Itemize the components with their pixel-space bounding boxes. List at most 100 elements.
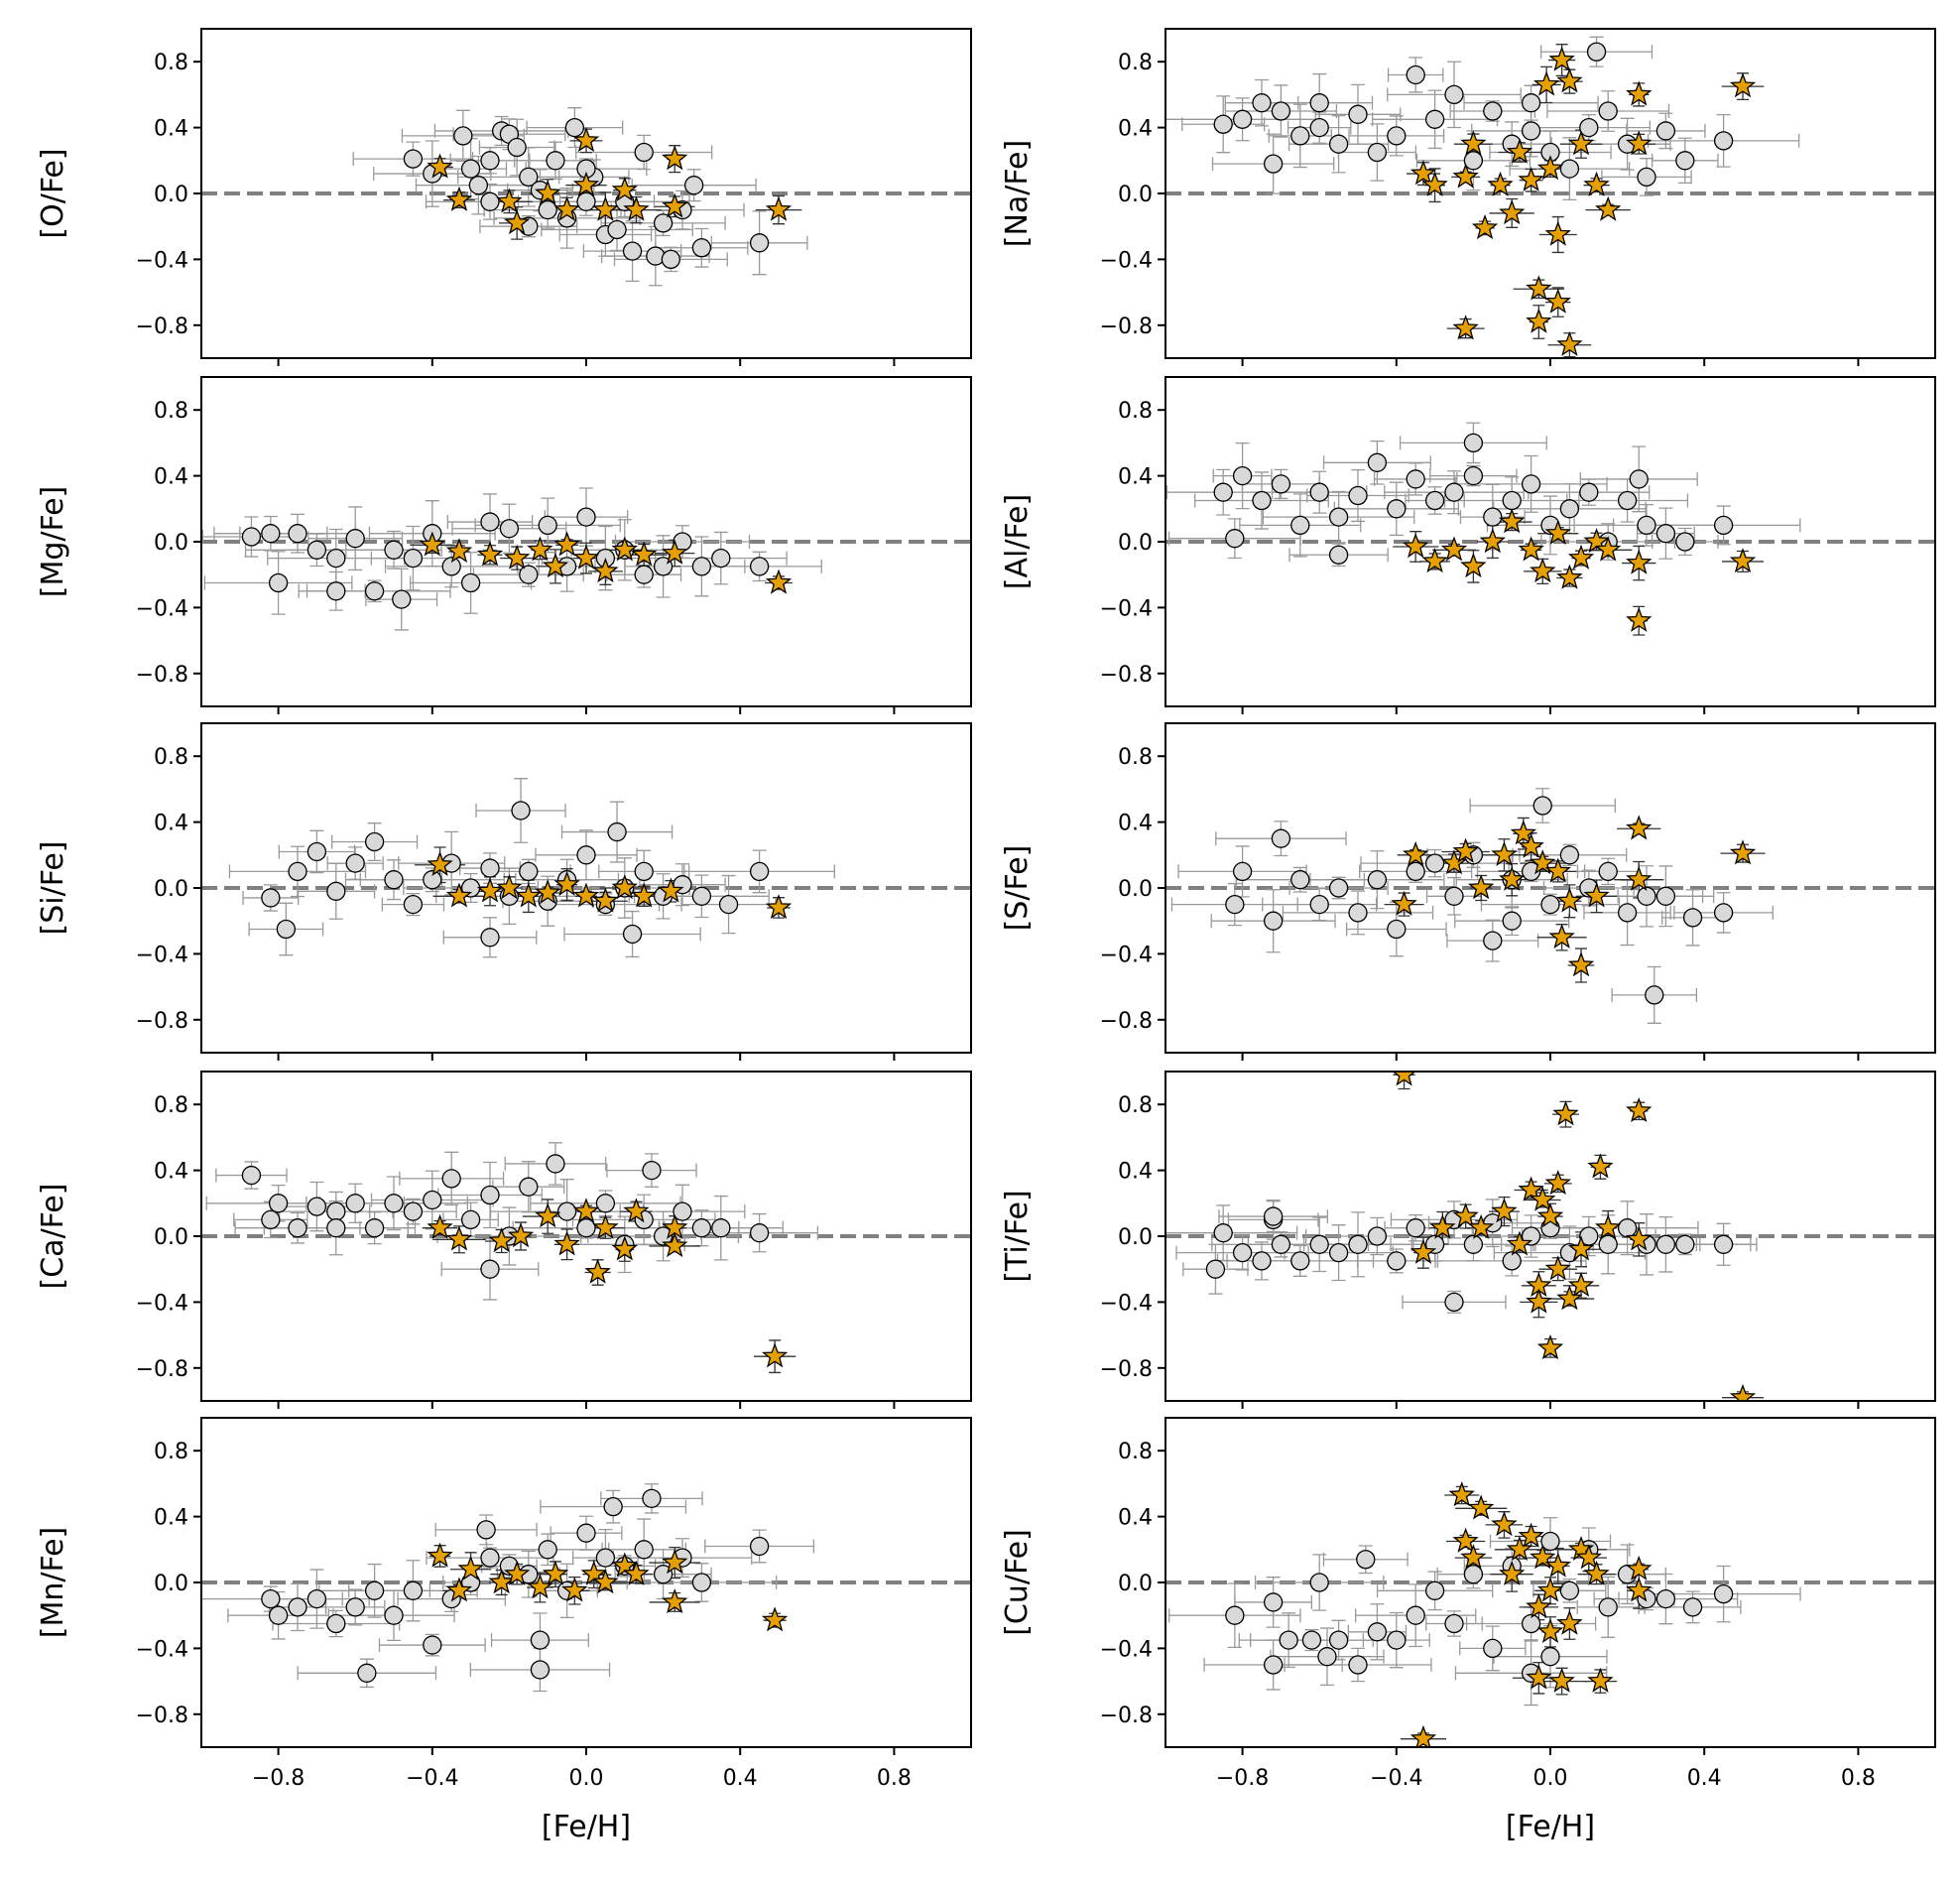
data-point-circle (345, 1597, 365, 1617)
data-point-circle (683, 176, 704, 195)
data-point-star (1452, 1527, 1479, 1553)
data-point-circle (403, 548, 424, 568)
data-point-circle (1213, 1223, 1233, 1243)
data-point-circle (1290, 126, 1310, 146)
data-point-circle (1348, 104, 1368, 124)
data-point-circle (423, 1635, 442, 1655)
data-point-star (1544, 1170, 1571, 1196)
y-tick-label: −0.4 (1100, 1637, 1153, 1662)
y-tick-label: 0.0 (154, 877, 188, 902)
data-point-star (553, 1230, 580, 1256)
data-point-star (1460, 130, 1487, 156)
data-point-star (1544, 1255, 1571, 1281)
data-point-circle (1655, 1234, 1676, 1254)
y-tick-label: 0.0 (1118, 531, 1153, 556)
x-tick-label: 0.8 (877, 1766, 912, 1791)
data-point-circle (1637, 167, 1656, 188)
data-point-star (761, 1342, 789, 1368)
data-point-circle (364, 1218, 385, 1238)
y-tick-label: −0.8 (136, 315, 188, 339)
data-point-star (445, 1225, 473, 1251)
data-point-star (1552, 1100, 1579, 1126)
data-point-star (457, 1555, 484, 1580)
data-point-circle (538, 199, 557, 220)
data-point-star (1626, 1225, 1653, 1251)
data-point-star (507, 1222, 535, 1248)
data-point-star (1556, 1285, 1583, 1311)
data-point-star (427, 153, 453, 179)
data-point-circle (1483, 931, 1503, 950)
y-tick-label: 0.8 (1118, 1093, 1153, 1118)
data-point-star (1626, 1096, 1653, 1123)
y-tick-label: −0.8 (1100, 1009, 1153, 1034)
data-point-star (445, 538, 473, 564)
data-point-circle (576, 1218, 596, 1238)
data-point-star (1452, 1202, 1479, 1228)
y-axis-label: [Mg/Fe] (36, 486, 70, 598)
data-point-circle (423, 1190, 442, 1210)
data-point-star (527, 536, 553, 562)
data-point-circle (1232, 109, 1253, 129)
data-point-circle (653, 213, 674, 233)
data-point-circle (1271, 1234, 1291, 1254)
data-point-star (1506, 138, 1533, 164)
data-point-star (535, 1202, 561, 1228)
data-point-circle (691, 1573, 712, 1592)
data-point-circle (661, 249, 681, 270)
data-point-star (623, 1198, 650, 1223)
y-tick-label: 0.0 (154, 1572, 188, 1596)
data-point-circle (1387, 1251, 1407, 1271)
data-point-circle (288, 1597, 307, 1617)
y-axis-label: [Cu/Fe] (1000, 1529, 1035, 1636)
data-point-circle (1263, 1655, 1284, 1675)
data-point-star (1452, 315, 1479, 340)
data-point-circle (1617, 1218, 1638, 1238)
data-point-circle (1271, 474, 1291, 494)
data-point-star (488, 1569, 515, 1594)
data-point-star (1567, 130, 1595, 156)
data-point-circle (1532, 796, 1552, 816)
data-point-circle (1252, 93, 1272, 113)
data-point-circle (384, 1194, 404, 1213)
data-point-circle (364, 581, 385, 601)
data-point-star (1467, 1213, 1495, 1239)
data-point-star (1518, 536, 1544, 562)
data-point-circle (480, 191, 500, 211)
data-point-circle (480, 928, 500, 948)
data-point-star (1518, 166, 1544, 191)
y-tick-label: 0.4 (154, 117, 188, 142)
data-point-circle (326, 581, 346, 601)
panel-tife: 0.8 0.4 0.0 −0.4 −0.8 [Ti/Fe] (1000, 1071, 1936, 1409)
data-point-circle (1406, 1605, 1425, 1625)
data-point-star (1595, 195, 1622, 221)
data-point-star (1510, 820, 1537, 845)
data-point-circle (326, 1218, 346, 1238)
data-point-circle (1655, 1588, 1676, 1609)
data-point-circle (1645, 985, 1664, 1005)
data-point-circle (306, 841, 327, 862)
data-point-star (572, 171, 600, 196)
data-point-circle (1424, 1580, 1445, 1600)
data-point-circle (1301, 1630, 1322, 1650)
data-point-star (488, 1227, 515, 1253)
data-point-star (1729, 1383, 1757, 1401)
data-point-star (1548, 1667, 1575, 1693)
data-point-star (496, 188, 523, 213)
data-point-circle (1559, 499, 1580, 519)
data-point-circle (634, 861, 654, 882)
x-axis-label: [Fe/H] (542, 1810, 631, 1844)
data-point-star (1556, 1609, 1583, 1635)
data-point-star (1530, 1544, 1556, 1570)
data-point-circle (1387, 1630, 1407, 1650)
data-area (1165, 36, 1935, 358)
y-tick-label: 0.4 (154, 1506, 188, 1531)
x-tick-label: −0.8 (1216, 1766, 1269, 1791)
data-point-circle (1232, 465, 1253, 486)
data-point-star (1409, 1238, 1437, 1264)
data-point-circle (1271, 101, 1291, 121)
y-tick-label: 0.0 (154, 183, 188, 207)
data-point-circle (1309, 93, 1329, 113)
data-point-circle (1317, 1647, 1337, 1667)
data-point-circle (1213, 114, 1233, 134)
data-point-star (515, 882, 542, 908)
